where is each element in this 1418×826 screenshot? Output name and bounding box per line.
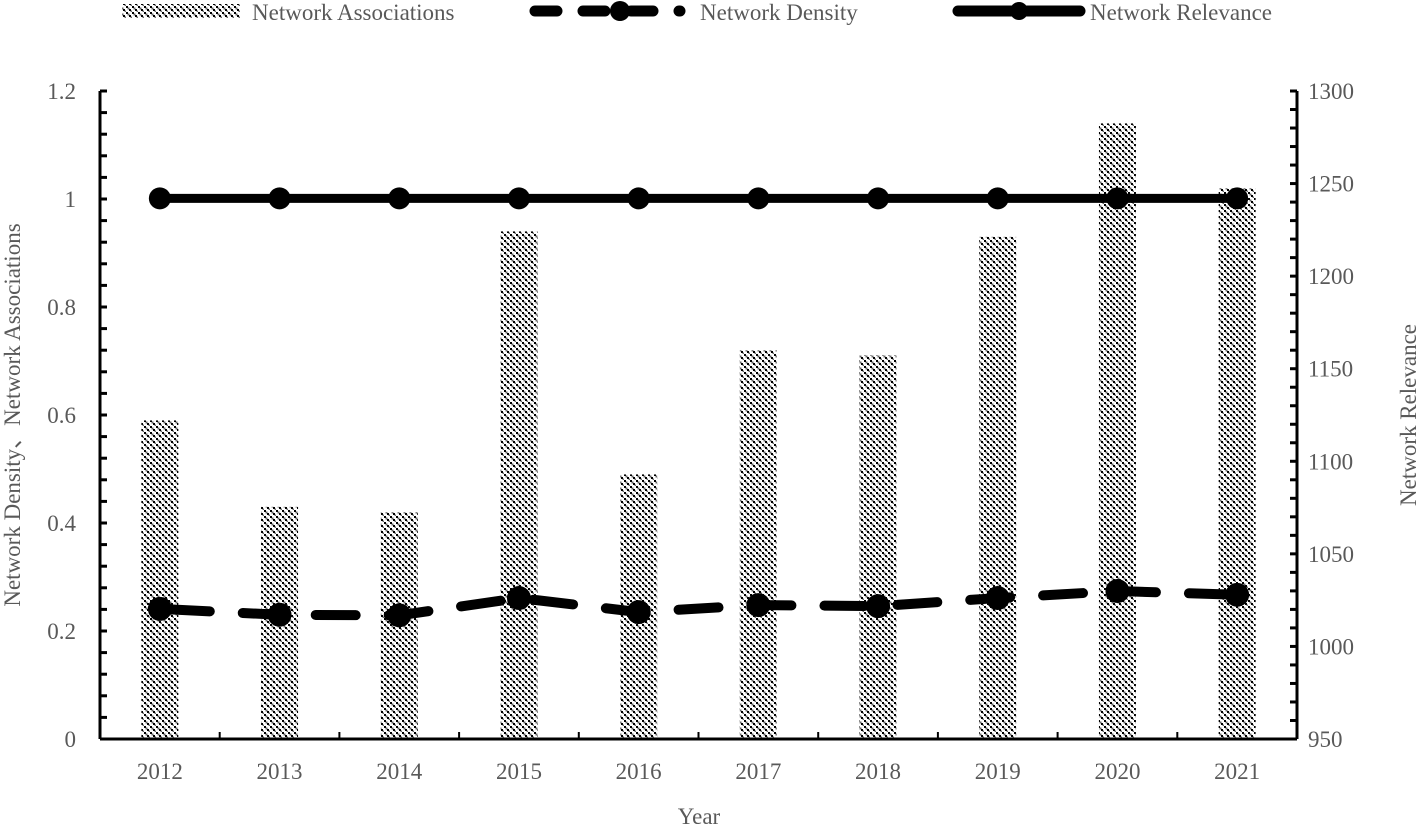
bar [739,350,777,739]
density-marker [1105,579,1130,604]
legend-label: Network Associations [252,0,455,25]
relevance-marker [747,187,770,210]
y-tick-label-right: 1050 [1308,542,1354,567]
y-tick-label-left: 1 [65,187,77,212]
bar [979,236,1017,740]
x-tick-label: 2020 [1094,759,1140,784]
bar [141,420,179,739]
legend-item-associations: Network Associations [122,0,455,25]
relevance-marker [1226,187,1249,210]
y-tick-label-left: 0.4 [47,511,76,536]
relevance-marker [148,187,171,210]
density-marker [147,596,172,621]
legend-swatch-bar-pattern-icon [122,4,240,18]
bar [1098,123,1136,739]
density-marker [267,602,292,627]
y-tick-label-right: 1250 [1308,172,1354,197]
relevance-marker [507,187,530,210]
y-tick-label-left: 0.6 [47,403,76,428]
x-tick-label: 2019 [975,759,1021,784]
density-marker [985,586,1010,611]
y-tick-label-right: 1200 [1308,264,1354,289]
density-marker [506,586,531,611]
y-tick-label-right: 1150 [1308,357,1353,382]
relevance-marker [986,187,1009,210]
tick-labels: 0 0.2 0.4 0.6 0.8 1 1.2 950 1000 1050 1100 1150 1200… [47,79,1354,784]
axes [98,89,1299,741]
relevance-marker [388,187,411,210]
legend-label: Network Density [700,0,858,25]
y-tick-label-left: 1.2 [47,79,76,104]
bar [859,355,897,739]
y-tick-label-left: 0 [65,727,77,752]
relevance-marker [867,187,890,210]
legend-item-density: Network Density [529,0,858,25]
x-tick-label: 2021 [1214,759,1260,784]
y-axis-left-title: Network Density、Network Associations [0,223,25,606]
legend: Network Associations Network Density Net… [122,0,1272,25]
y-tick-label-right: 950 [1308,727,1343,752]
x-tick-label: 2013 [257,759,303,784]
density-path [154,586,1243,621]
x-tick-label: 2015 [496,759,542,784]
density-marker [387,603,412,628]
x-tick-label: 2017 [735,759,781,784]
x-tick-label: 2016 [616,759,662,784]
y-tick-label-left: 0.8 [47,295,76,320]
density-marker [626,600,651,625]
relevance-marker [268,187,291,210]
line-network-density [147,579,1250,628]
x-tick-label: 2012 [137,759,183,784]
density-marker [1225,582,1250,607]
legend-marker-circle-icon [610,1,630,21]
x-axis-title: Year [678,804,721,826]
legend-item-relevance: Network Relevance [952,0,1272,25]
density-marker [866,594,891,619]
legend-label: Network Relevance [1090,0,1272,25]
bar [1218,188,1256,739]
x-tick-label: 2014 [376,759,423,784]
legend-marker-circle-icon [1010,2,1028,20]
y-tick-label-right: 1000 [1308,634,1354,659]
relevance-marker [1106,187,1129,210]
y-tick-label-right: 1300 [1308,79,1354,104]
y-tick-label-right: 1100 [1308,449,1353,474]
y-axis-right-title: Network Relevance [1396,324,1418,506]
line-network-relevance [148,187,1249,210]
y-tick-label-left: 0.2 [47,619,76,644]
x-tick-label: 2018 [855,759,901,784]
density-marker [746,593,771,618]
bar [500,231,538,739]
bars-network-associations [141,123,1256,740]
relevance-marker [627,187,650,210]
